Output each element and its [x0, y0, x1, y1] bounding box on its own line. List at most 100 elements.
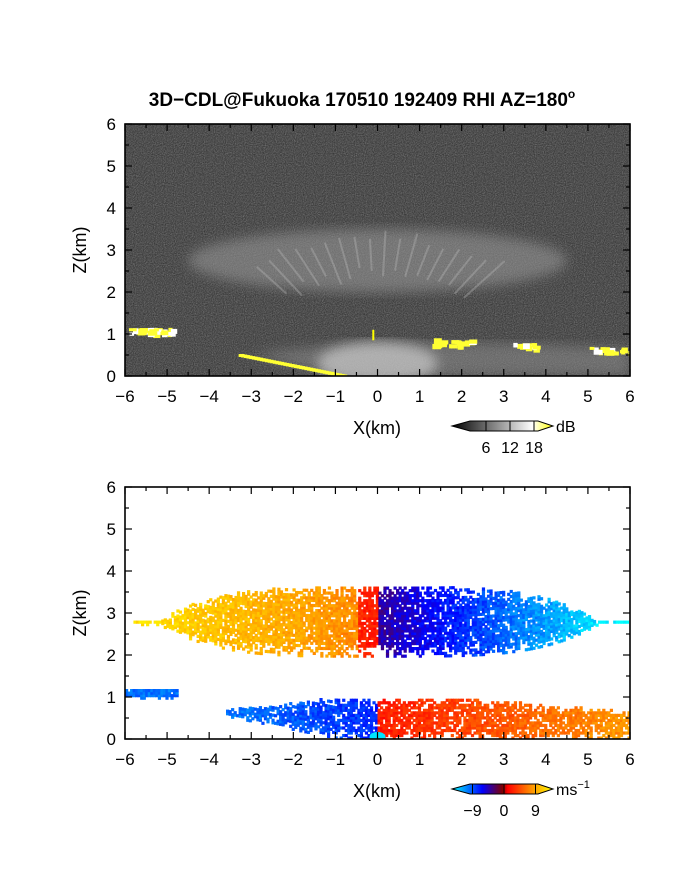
velocity-cell — [385, 586, 390, 590]
velocity-cell — [513, 711, 518, 715]
velocity-cell — [385, 641, 390, 646]
velocity-cell — [529, 716, 533, 720]
velocity-cell — [181, 624, 185, 628]
velocity-cell — [325, 636, 329, 641]
velocity-cell — [461, 638, 465, 642]
velocity-cell — [277, 627, 281, 632]
velocity-cell — [534, 721, 538, 725]
yellow-echo — [589, 346, 595, 350]
velocity-cell — [519, 636, 523, 640]
velocity-cell — [463, 708, 467, 712]
velocity-cell — [476, 610, 481, 614]
velocity-cell — [312, 621, 316, 625]
velocity-cell — [165, 694, 169, 698]
velocity-cell — [497, 634, 501, 638]
velocity-cell — [392, 716, 396, 720]
velocity-cell — [491, 733, 495, 738]
velocity-cell — [518, 731, 523, 735]
velocity-cell — [453, 711, 457, 715]
velocity-cell — [542, 614, 546, 618]
velocity-cell — [481, 716, 485, 720]
velocity-cell — [209, 620, 213, 625]
velocity-cell — [547, 612, 551, 617]
velocity-cell — [247, 640, 251, 644]
velocity-cell — [305, 639, 309, 643]
velocity-cell — [564, 713, 568, 717]
velocity-cell — [396, 624, 400, 628]
velocity-cell — [489, 622, 493, 626]
velocity-cell — [364, 713, 369, 717]
velocity-cell — [435, 726, 439, 730]
velocity-cell — [163, 620, 167, 625]
velocity-cell — [438, 624, 443, 628]
velocity-cell — [544, 633, 549, 637]
velocity-cell — [337, 599, 342, 603]
velocity-cell — [262, 614, 266, 618]
velocity-cell — [521, 728, 525, 733]
velocity-cell — [463, 716, 467, 720]
velocity-cell — [426, 611, 430, 615]
velocity-cell — [539, 629, 544, 634]
velocity-cell — [460, 726, 465, 730]
velocity-cell — [247, 605, 251, 609]
velocity-cell — [268, 705, 273, 709]
velocity-cell — [547, 597, 551, 601]
velocity-cell — [354, 706, 358, 710]
velocity-cell — [310, 588, 314, 592]
velocity-cell — [550, 612, 554, 616]
velocity-cell — [451, 628, 455, 633]
velocity-cell — [219, 638, 223, 642]
velocity-cell — [395, 703, 399, 707]
velocity-cell — [327, 601, 332, 605]
velocity-cell — [440, 728, 444, 733]
velocity-cell — [464, 610, 468, 615]
velocity-cell — [469, 625, 473, 630]
velocity-cell — [486, 602, 491, 606]
velocity-cell — [402, 723, 406, 728]
velocity-cell — [478, 706, 482, 710]
velocity-cell — [415, 718, 419, 723]
velocity-cell — [456, 649, 460, 653]
velocity-cell — [398, 636, 402, 641]
velocity-cell — [544, 726, 548, 730]
velocity-cell — [534, 631, 539, 635]
velocity-cell — [244, 617, 248, 621]
velocity-cell — [349, 731, 353, 735]
velocity-cell — [378, 639, 382, 643]
velocity-cell — [471, 605, 475, 609]
velocity-cell — [347, 716, 351, 720]
velocity-cell — [481, 645, 486, 649]
velocity-cell — [292, 643, 296, 647]
velocity-cell — [380, 624, 385, 628]
velocity-cell — [295, 606, 299, 610]
velocity-cell — [393, 609, 397, 613]
velocity-cell — [465, 711, 470, 715]
velocity-cell — [475, 726, 480, 730]
velocity-cell — [486, 599, 491, 603]
velocity-cell — [388, 594, 392, 598]
velocity-cell — [345, 606, 349, 610]
velocity-cell — [335, 652, 339, 656]
velocity-cell — [261, 721, 265, 725]
velocity-cell — [464, 605, 468, 610]
velocity-cell — [236, 611, 241, 615]
velocity-cell — [363, 601, 367, 605]
velocity-cell — [537, 635, 541, 639]
velocity-cell — [226, 594, 231, 598]
velocity-cell — [166, 619, 170, 623]
velocity-cell — [511, 731, 515, 735]
velocity-cell — [229, 640, 233, 644]
velocity-cell — [287, 625, 291, 630]
velocity-cell — [380, 723, 384, 728]
velocity-cell — [322, 588, 326, 593]
velocity-cell — [247, 597, 251, 601]
velocity-cell — [555, 613, 559, 617]
y-tick-label: 4 — [107, 562, 116, 581]
velocity-cell — [175, 691, 179, 695]
velocity-cell — [241, 612, 246, 616]
velocity-cell — [295, 623, 299, 627]
velocity-cell — [506, 711, 510, 715]
velocity-cell — [241, 639, 246, 644]
velocity-cell — [282, 620, 286, 624]
velocity-cell — [582, 726, 586, 730]
